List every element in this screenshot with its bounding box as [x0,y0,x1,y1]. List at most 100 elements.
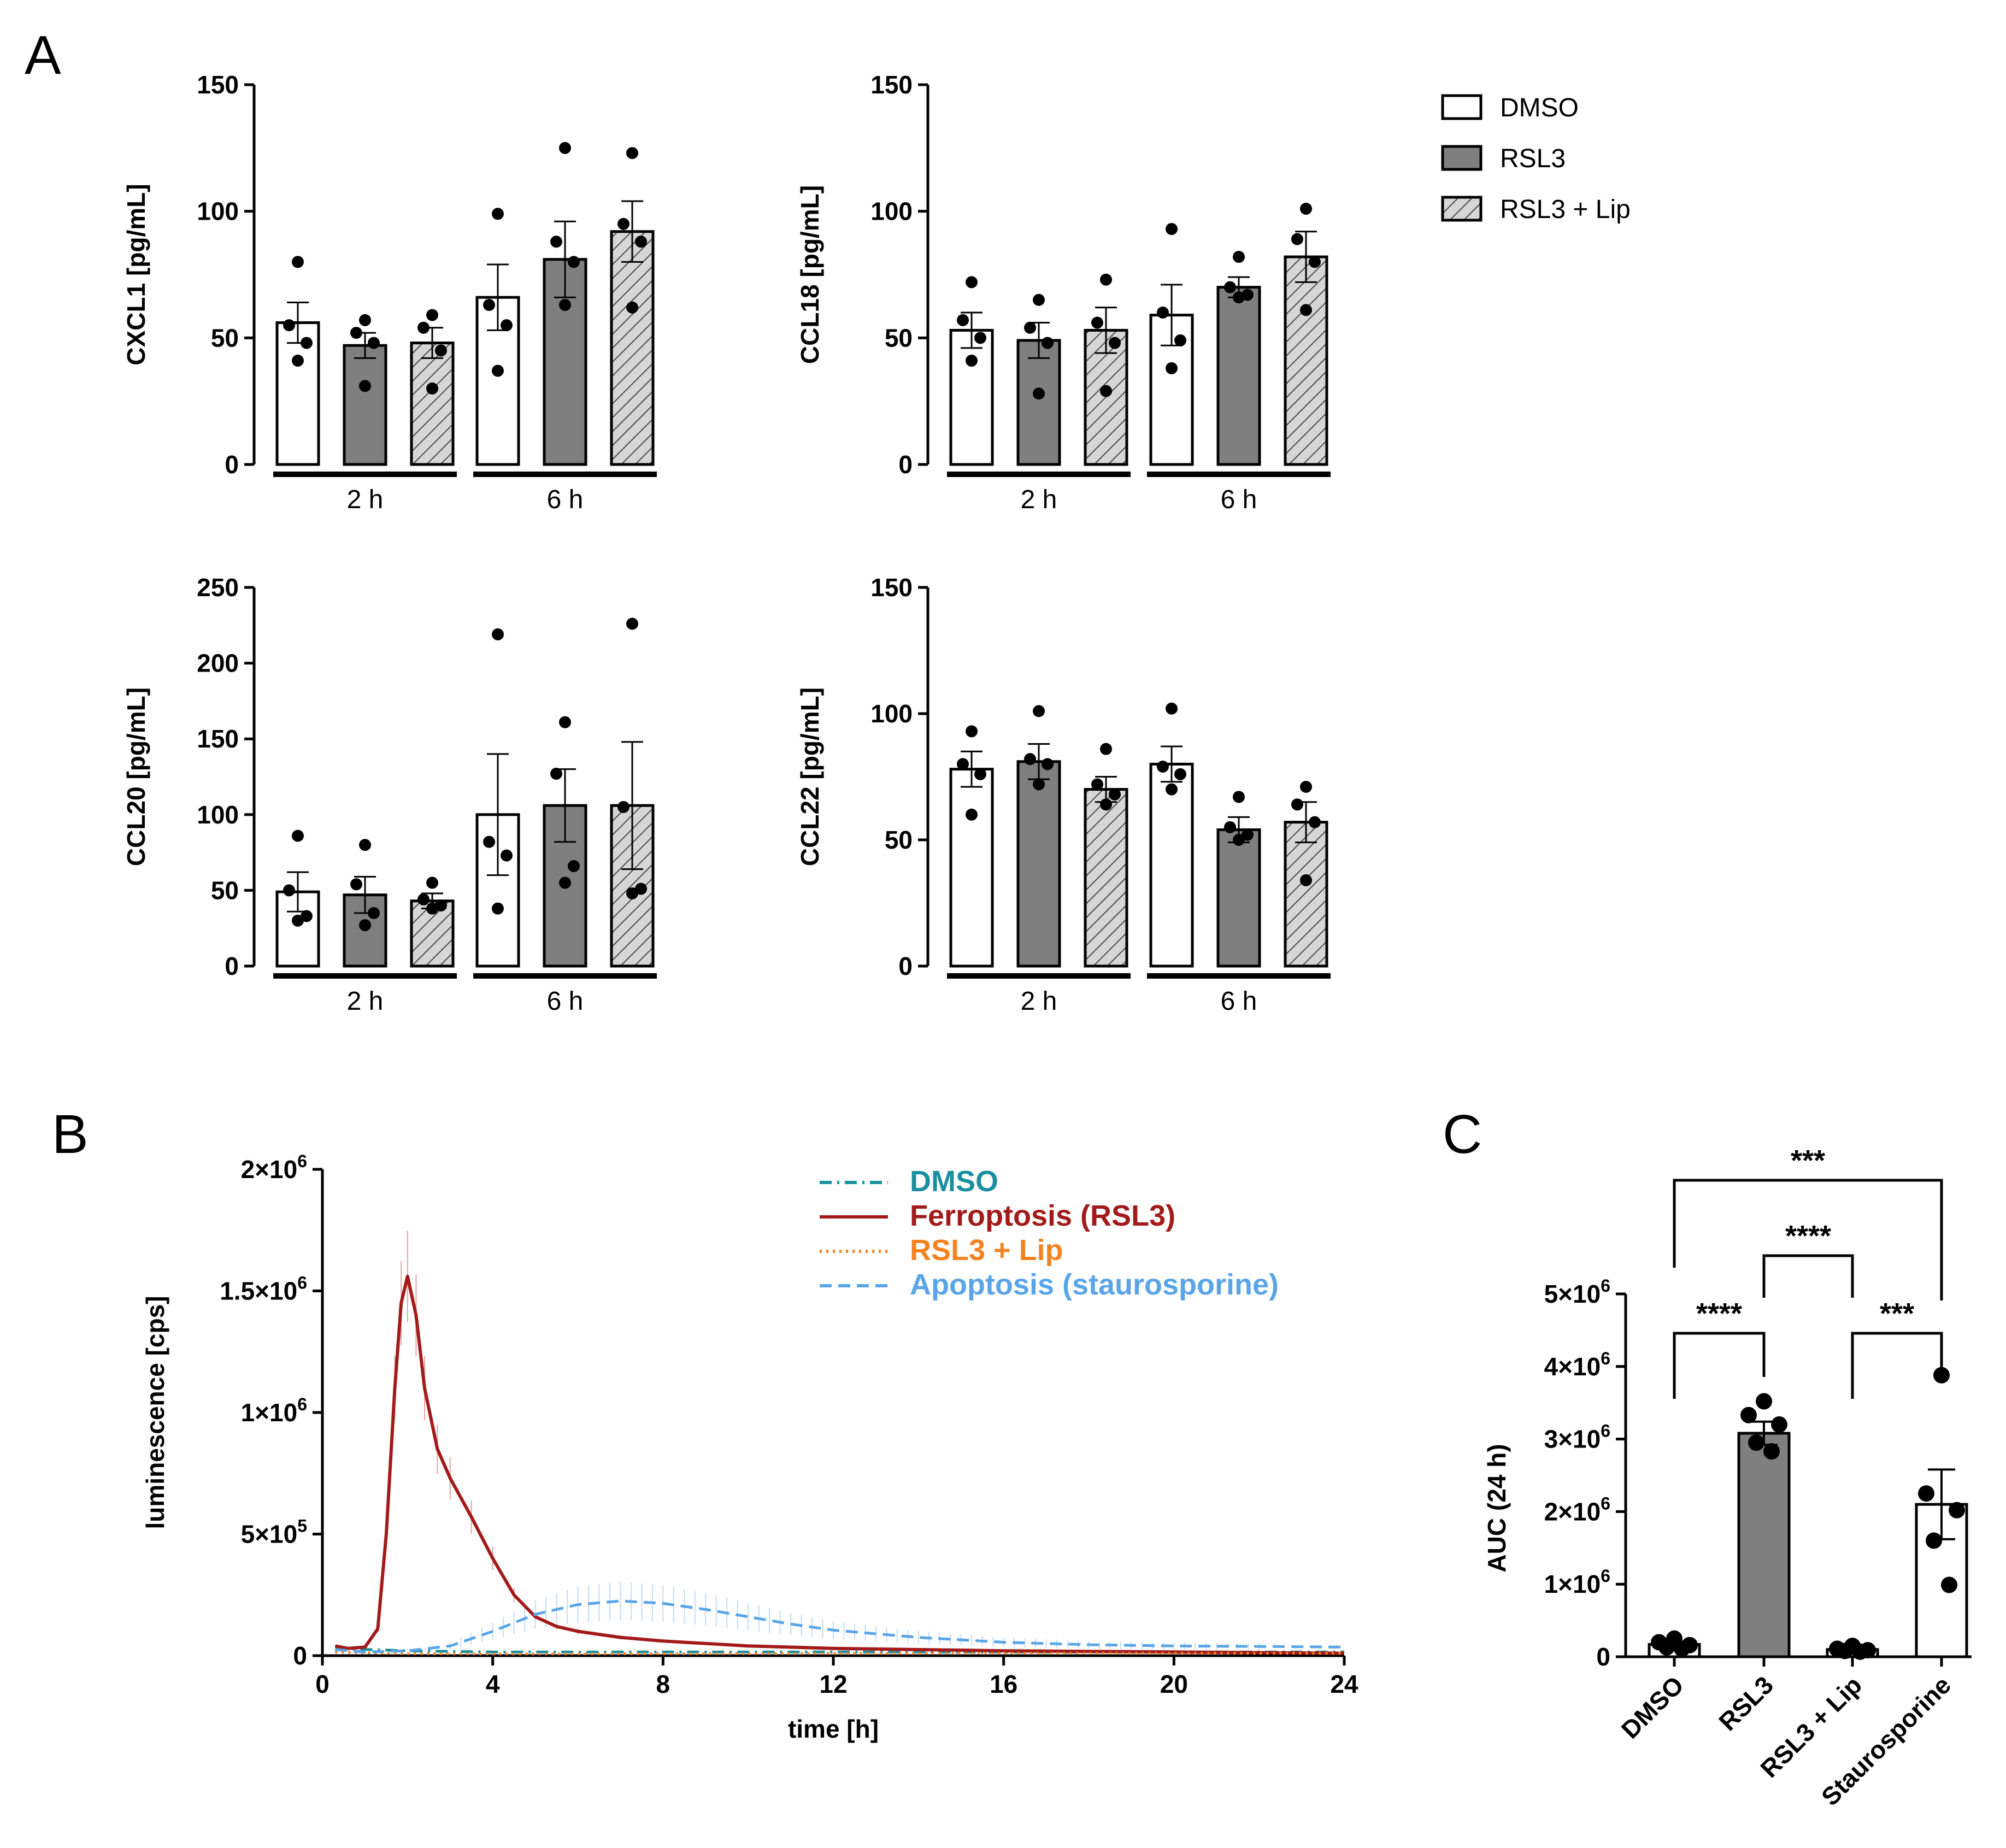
data-point [550,767,562,780]
y-tick-label: 250 [197,573,239,602]
y-tick-label-mantissa: 0 [1596,1643,1610,1671]
group-label: 6 h [1221,987,1257,1016]
data-point [1748,1434,1764,1451]
bar-chart-4: 0 50 100 150 CCL22 [pg/mL] 2 h 6 h [796,573,1331,1016]
x-tick-label: 0 [315,1670,330,1698]
data-point [559,299,571,311]
group-label: 2 h [347,485,384,514]
significance-bracket [1673,1332,1766,1399]
data-point [1042,337,1054,349]
y-tick-label: 0 [1596,1643,1610,1671]
data-point [966,276,978,289]
data-point [1157,307,1169,319]
data-point [966,355,978,367]
data-point [417,321,430,334]
data-point [359,314,371,326]
data-point [1918,1485,1934,1502]
data-point [1740,1406,1757,1423]
y-tick-label-exponent: 6 [297,1151,307,1171]
data-point [1166,362,1178,374]
data-point [559,142,571,154]
data-point [1166,223,1178,236]
data-point [1033,705,1045,717]
bar-rsl3 [1216,286,1261,466]
data-point [1166,702,1178,715]
data-point [1033,387,1045,400]
legend-a: DMSO RSL3 RSL3 + Lip [1441,93,1631,224]
y-axis-title: AUC (24 h) [1483,1444,1511,1572]
data-point [492,902,504,915]
data-point [350,878,362,891]
y-tick-label-exponent: 6 [297,1394,307,1414]
data-point [359,919,371,932]
series-line-rsl3-lip [335,1650,1344,1656]
data-point [1949,1502,1965,1519]
y-tick-label: 100 [197,801,239,829]
data-point [1658,1639,1675,1656]
data-point [1763,1443,1780,1460]
y-tick-label: 150 [870,573,913,602]
x-tick-label: 24 [1330,1670,1358,1698]
bar-rsl3 [343,344,387,466]
y-tick-label-mantissa: 3×10 [1544,1425,1601,1453]
data-point [1174,334,1186,346]
legend-label: RSL3 + Lip [910,1234,1063,1267]
bar-chart-1: 0 50 100 150 CXCL1 [pg/mL] 2 h 6 h [122,70,657,514]
data-point [626,301,638,314]
y-tick-label: 4×106 [1544,1349,1610,1381]
y-tick-label: 0 [898,450,913,479]
data-point [1166,783,1178,796]
data-point [1291,798,1303,811]
data-point [1109,337,1121,349]
y-axis-title: CCL20 [pg/mL] [122,687,150,866]
x-tick-label: 16 [990,1670,1017,1698]
legend-label-rsl3-lip: RSL3 + Lip [1500,195,1631,224]
data-point [1926,1532,1942,1549]
data-point [501,319,513,332]
data-point [426,876,438,889]
bar-dmso [275,321,320,466]
y-tick-label-exponent: 6 [1601,1349,1610,1368]
data-point [1941,1576,1957,1593]
data-point [568,860,580,873]
group-label: 2 h [347,987,384,1016]
group-label: 6 h [547,485,584,514]
data-point [492,628,504,640]
x-tick-label: 4 [486,1670,500,1698]
y-tick-label: 50 [211,876,239,904]
y-tick-label: 150 [870,70,913,99]
bar-rsl3 [1216,828,1261,968]
data-point [283,884,295,897]
data-point [1291,233,1303,245]
significance-label: *** [1791,1144,1825,1177]
data-point [626,887,638,899]
data-point [368,337,380,349]
y-tick-label: 50 [211,323,239,352]
y-tick-label-mantissa: 1.5×10 [220,1277,297,1305]
series-line-apoptosis-staurosporine- [335,1599,1345,1653]
data-point [292,355,304,367]
data-point [1100,743,1112,755]
data-point [359,839,371,851]
bar-rsl3-lip [1084,328,1128,466]
data-point [974,332,986,344]
group-label: 6 h [1221,485,1257,514]
x-tick-label: 12 [819,1670,847,1698]
y-tick-label: 0 [225,450,239,479]
data-point [1024,321,1036,334]
y-tick-label-exponent: 5 [297,1516,307,1536]
data-point [1033,293,1045,306]
data-point [426,382,438,395]
data-point [1024,753,1036,766]
data-point [492,208,504,220]
data-point [1033,778,1045,791]
data-point [1174,768,1186,780]
data-point [1233,291,1245,304]
y-tick-label: 150 [197,70,239,99]
y-tick-label-mantissa: 1×10 [1544,1570,1601,1598]
data-point [350,327,362,339]
data-point [1300,203,1312,215]
data-point [1233,791,1245,803]
significance-bracket [1851,1332,1943,1399]
